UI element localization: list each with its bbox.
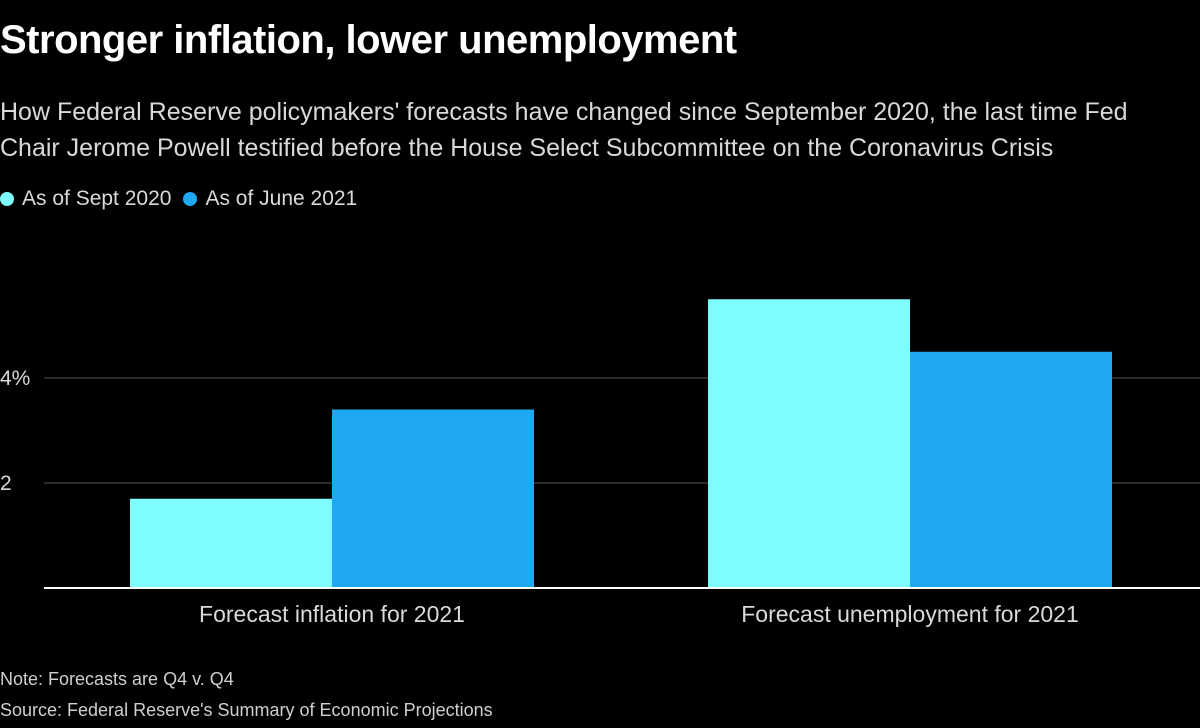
x-category-label-1: Forecast unemployment for 2021 — [741, 601, 1079, 627]
bar-0-1 — [332, 409, 534, 588]
y-tick-label-1: 4% — [0, 367, 30, 390]
bar-1-1 — [910, 351, 1112, 588]
bar-chart: 2 4% Forecast inflation for 2021 Forecast u… — [0, 299, 1200, 627]
legend-label-june-2021: As of June 2021 — [205, 187, 358, 210]
legend-swatch-sept-2020 — [0, 192, 14, 206]
legend-swatch-june-2021 — [183, 192, 198, 206]
note-text: Note: Forecasts are Q4 v. Q4 — [0, 669, 234, 689]
legend-item-june-2021: As of June 2021 — [183, 187, 357, 211]
x-category-label-0: Forecast inflation for 2021 — [199, 601, 465, 627]
chart-title: Stronger inflation, lower unemployment — [0, 18, 737, 62]
legend: As of Sept 2020 As of June 2021 — [0, 187, 369, 211]
bar-0-0 — [130, 498, 332, 588]
bar-1-0 — [708, 299, 910, 588]
legend-label-sept-2020: As of Sept 2020 — [22, 187, 172, 210]
legend-item-sept-2020: As of Sept 2020 — [0, 187, 171, 211]
chart-subtitle: How Federal Reserve policymakers' foreca… — [0, 98, 1128, 162]
footnotes: Note: Forecasts are Q4 v. Q4 Source: Fed… — [0, 664, 493, 726]
source-text: Source: Federal Reserve's Summary of Eco… — [0, 700, 493, 720]
y-tick-label-0: 2 — [0, 472, 12, 495]
